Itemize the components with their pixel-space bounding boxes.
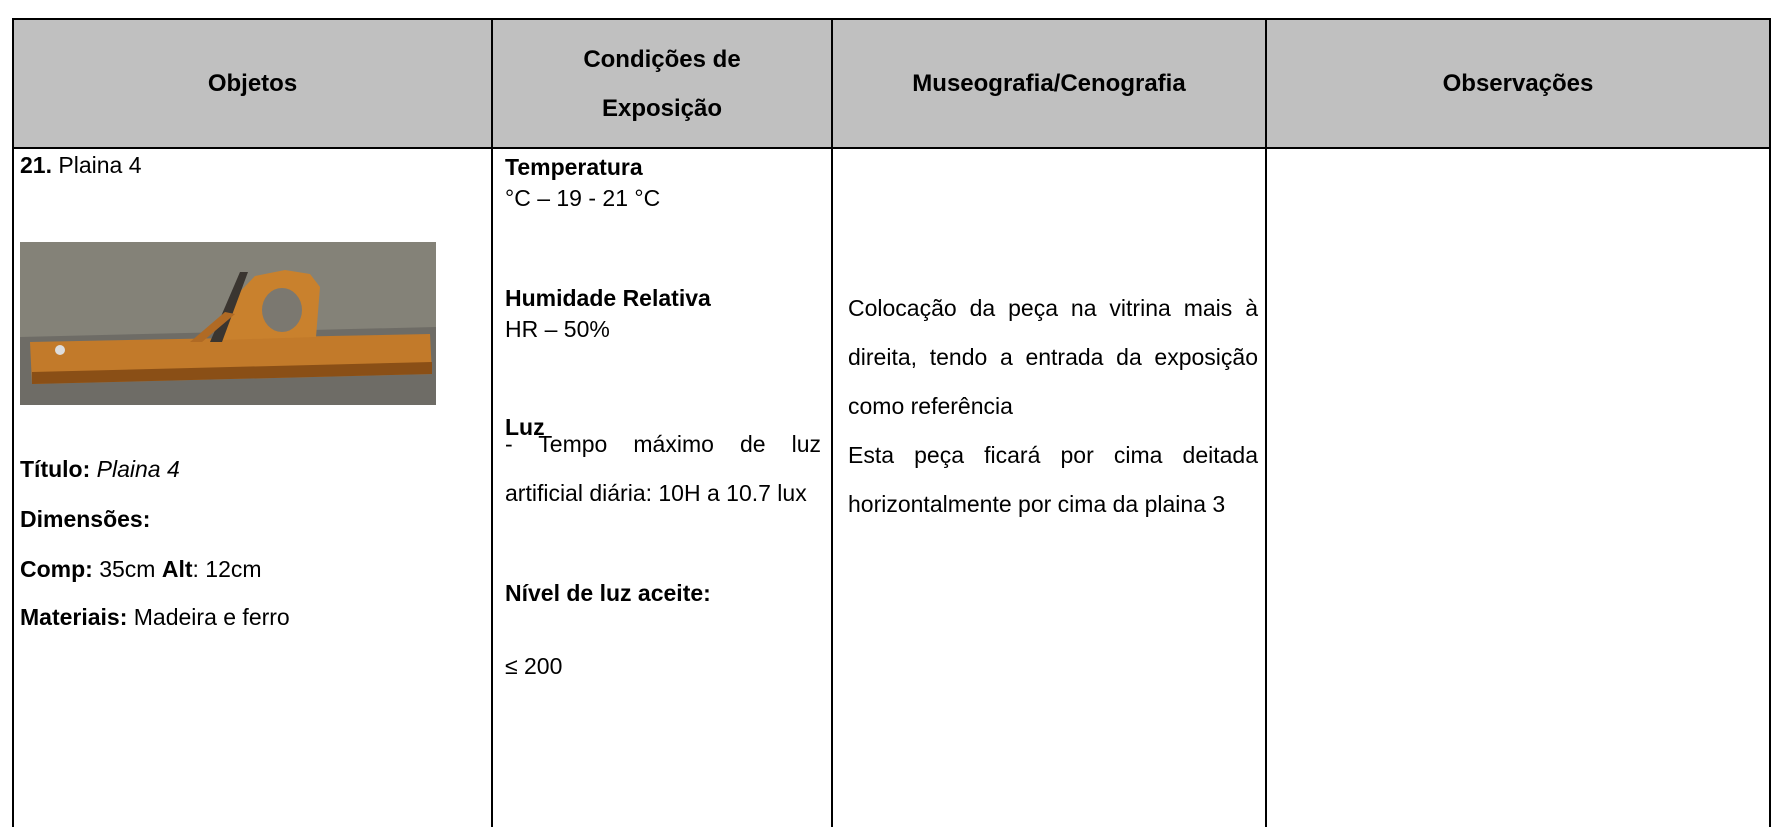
field-value: Madeira e ferro <box>133 604 290 630</box>
condition-label: Humidade Relativa <box>505 285 711 311</box>
border <box>12 18 14 827</box>
border <box>831 18 833 827</box>
field: Título: Plaina 4 <box>20 454 180 485</box>
paragraph: Esta peça ficará por cima deitada horizo… <box>848 442 1258 517</box>
condition: Humidade Relativa HR – 50% <box>505 283 711 345</box>
condition-value: - Tempo máximo de luz artificial diária:… <box>505 431 821 506</box>
border <box>12 18 1771 20</box>
field-label: Alt <box>161 556 193 582</box>
field-value: Plaina 4 <box>96 456 180 482</box>
border <box>491 18 493 827</box>
object-photo <box>20 242 436 405</box>
condition: Temperatura °C – 19 - 21 °C <box>505 152 660 214</box>
museography: Colocação da peça na vitrina mais à dire… <box>848 284 1258 529</box>
field-label: Materiais: <box>20 604 128 630</box>
field: Comp: 35cm Alt: 12cm <box>20 554 262 585</box>
condition-label: Temperatura <box>505 154 643 180</box>
border <box>1265 18 1267 827</box>
field-value: : 12cm <box>192 556 262 582</box>
field-label: Título: <box>20 456 91 482</box>
header-text: Condições de <box>583 45 741 73</box>
border <box>12 147 1771 149</box>
header-row <box>12 19 1770 147</box>
condition-label: Nível de luz aceite: <box>505 578 711 609</box>
header-text: Exposição <box>601 94 723 122</box>
object-title: 21. Plaina 4 <box>20 150 142 181</box>
object-number: 21. <box>20 152 52 178</box>
condition-value: ≤ 200 <box>505 653 563 679</box>
header-cell: Observações <box>1267 20 1769 147</box>
header-cell: Museografia/Cenografia <box>833 20 1265 147</box>
header-text: Observações <box>1442 70 1594 97</box>
field: Dimensões: <box>20 504 150 535</box>
condition-label-text: Luz <box>505 414 545 440</box>
field-label: Dimensões: <box>20 506 151 532</box>
field-label: Comp: <box>20 556 93 582</box>
paragraph: Colocação da peça na vitrina mais à dire… <box>848 295 1258 419</box>
object-name: Plaina 4 <box>58 152 142 178</box>
condition-label-text: Nível de luz aceite: <box>505 580 711 606</box>
field: Materiais: Madeira e ferro <box>20 602 290 633</box>
field-value: 35cm <box>99 556 156 582</box>
condition-value: °C – 19 - 21 °C <box>505 185 661 211</box>
header-text: Objetos <box>207 70 298 97</box>
condition-value: HR – 50% <box>505 316 610 342</box>
condition-label: Luz <box>505 412 545 443</box>
header-cell: Objetos <box>14 20 491 147</box>
border <box>1769 18 1771 827</box>
header-cell: Condições de Exposição <box>493 20 831 147</box>
header-text: Museografia/Cenografia <box>912 70 1186 97</box>
